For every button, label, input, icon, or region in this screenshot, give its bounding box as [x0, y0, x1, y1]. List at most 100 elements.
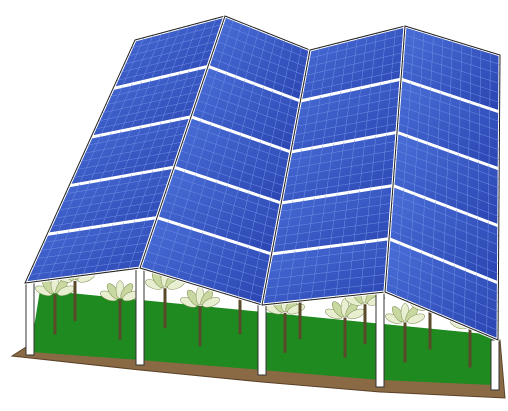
cell-line	[54, 200, 163, 219]
cell-line	[305, 52, 404, 76]
cell-line	[295, 105, 400, 127]
cell-line	[274, 220, 391, 238]
cell-line	[131, 24, 223, 49]
cell-line	[287, 149, 396, 170]
cell-line	[28, 259, 143, 276]
cell-line	[202, 82, 298, 119]
cell-line	[268, 256, 388, 272]
cell-line	[165, 192, 277, 229]
plant-leaf	[407, 313, 425, 324]
cell-line	[401, 70, 500, 103]
cell-line	[303, 61, 403, 85]
cell-line	[265, 274, 387, 289]
cell-line	[292, 123, 398, 144]
cell-line	[306, 43, 404, 68]
cell-line	[263, 282, 386, 297]
cell-line	[219, 32, 307, 68]
cell-line	[222, 24, 309, 59]
cell-line	[216, 40, 306, 76]
cell-line	[168, 183, 279, 221]
post	[25, 282, 35, 356]
cell-line	[396, 141, 500, 179]
cell-line	[179, 150, 285, 187]
cell-line	[385, 282, 499, 331]
cell-line	[398, 105, 500, 141]
cell-line	[403, 43, 500, 75]
cell-line	[386, 274, 499, 322]
cell-line	[162, 200, 275, 238]
cell-line	[79, 141, 183, 162]
post	[257, 304, 267, 376]
cell-line	[94, 108, 194, 130]
cell-line	[293, 114, 399, 136]
cell-line	[282, 176, 394, 195]
cell-line	[393, 176, 499, 217]
cell-line	[390, 220, 499, 265]
cell-line	[148, 242, 267, 280]
cell-line	[388, 247, 499, 293]
cell-line	[151, 234, 269, 272]
cell-line	[266, 265, 388, 280]
cell-line	[127, 32, 220, 57]
cell-line	[32, 250, 146, 268]
cell-line	[213, 49, 304, 85]
cell-line	[35, 242, 149, 259]
cell-line	[398, 114, 500, 151]
cell-line	[387, 256, 499, 303]
cell-line	[61, 183, 169, 203]
post	[490, 339, 500, 391]
plant-leaf	[202, 297, 220, 308]
cell-line	[109, 74, 206, 97]
cell-line	[105, 82, 203, 106]
cell-line	[145, 250, 266, 289]
cell-line	[176, 158, 283, 195]
cell-line	[199, 91, 296, 127]
cell-line	[277, 203, 392, 221]
cell-line	[83, 133, 186, 154]
cell-line	[276, 211, 392, 229]
cell-line	[87, 124, 189, 146]
cell-line	[205, 74, 299, 110]
cell-line	[120, 49, 214, 73]
cell-line	[72, 158, 177, 178]
cell-line	[39, 234, 152, 251]
cell-line	[50, 208, 160, 227]
cell-line	[402, 61, 500, 94]
cell-line	[289, 141, 397, 161]
cell-line	[301, 70, 402, 93]
post	[375, 291, 385, 388]
cell-line	[116, 57, 211, 81]
cell-line	[101, 91, 200, 114]
cell-line	[279, 194, 393, 212]
cell-line	[404, 34, 501, 65]
cell-line	[193, 108, 293, 144]
cell-line	[182, 141, 287, 178]
cell-line	[123, 40, 217, 65]
cell-line	[159, 208, 274, 246]
cell-line	[394, 167, 500, 208]
cell-line	[142, 259, 264, 297]
cell-line	[397, 123, 500, 160]
cell-line	[171, 175, 280, 212]
cell-line	[154, 225, 271, 263]
cell-line	[269, 247, 389, 263]
cell-line	[98, 99, 197, 122]
cell-line	[395, 149, 500, 189]
cell-line	[392, 194, 499, 236]
cell-line	[43, 225, 155, 243]
cell-line	[76, 150, 180, 170]
cell-line	[273, 229, 390, 246]
roof-outline	[384, 25, 501, 341]
cell-line	[185, 133, 288, 170]
cell-line	[210, 57, 303, 93]
cell-line	[196, 99, 295, 136]
cell-line	[298, 87, 401, 110]
cell-line	[297, 96, 400, 119]
cell-line	[386, 265, 499, 312]
cell-line	[57, 192, 166, 211]
cell-line	[284, 167, 395, 187]
post	[135, 267, 145, 366]
cell-line	[285, 158, 396, 178]
